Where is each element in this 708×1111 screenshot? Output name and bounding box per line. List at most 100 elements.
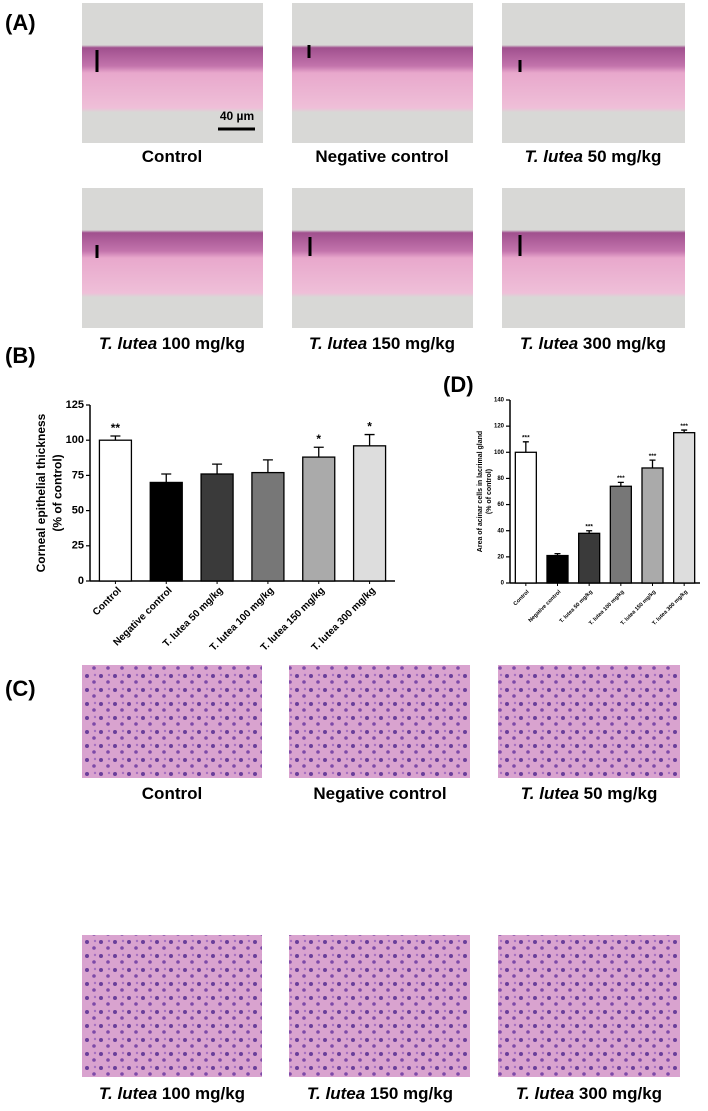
y-axis-title: (% of control) xyxy=(486,469,493,514)
image-caption: T. lutea 150 mg/kg xyxy=(309,334,455,353)
y-tick-label: 50 xyxy=(72,505,84,517)
error-bar xyxy=(364,433,375,446)
cornea-images: 40 µm xyxy=(82,3,685,328)
error-bar xyxy=(681,429,688,433)
y-tick-label: 120 xyxy=(494,424,505,430)
x-tick-label: Negative control xyxy=(528,589,563,624)
image-caption: T. lutea 100 mg/kg xyxy=(99,1084,245,1103)
error-bar xyxy=(586,530,593,534)
image-caption: T. lutea 150 mg/kg xyxy=(307,1084,453,1103)
histology-image xyxy=(498,935,680,1077)
image-caption: Negative control xyxy=(315,147,448,166)
caption-text: Control xyxy=(142,147,202,166)
bar xyxy=(578,532,601,584)
x-tick-label: Control xyxy=(513,589,531,607)
bar xyxy=(200,473,234,582)
bar xyxy=(641,467,664,584)
caption-italic: T. lutea xyxy=(525,147,583,166)
error-bar xyxy=(649,459,656,468)
image-caption: T. lutea 300 mg/kg xyxy=(520,334,666,353)
histology-image xyxy=(498,665,680,778)
histology-image xyxy=(502,188,685,328)
histology-image xyxy=(289,935,470,1077)
image-caption: Negative control xyxy=(313,784,446,803)
caption-text: 300 mg/kg xyxy=(579,1084,662,1103)
panel-label: (B) xyxy=(5,343,36,368)
caption-italic: T. lutea xyxy=(307,1084,365,1103)
x-tick-label: T. lutea 50 mg/kg xyxy=(559,589,594,624)
error-bar xyxy=(617,481,624,487)
bar xyxy=(149,481,183,582)
caption-text: Negative control xyxy=(315,147,448,166)
caption-italic: T. lutea xyxy=(520,334,578,353)
histology-image xyxy=(82,3,263,143)
error-bar xyxy=(161,473,172,483)
histology-image xyxy=(82,188,263,328)
error-bar xyxy=(110,435,121,441)
image-caption: T. lutea 100 mg/kg xyxy=(99,334,245,353)
thickness-markers xyxy=(95,45,522,258)
y-tick-label: 125 xyxy=(66,399,84,411)
error-bar xyxy=(262,459,273,473)
y-tick-label: 0 xyxy=(501,581,505,587)
significance-label: * xyxy=(367,420,372,434)
error-bar xyxy=(212,463,223,474)
caption-text: 300 mg/kg xyxy=(583,334,666,353)
image-caption: T. lutea 300 mg/kg xyxy=(516,1084,662,1103)
significance-label: *** xyxy=(649,453,657,460)
bar xyxy=(673,432,696,584)
significance-label: * xyxy=(316,432,321,446)
y-tick-label: 0 xyxy=(78,575,84,587)
error-bar xyxy=(522,441,529,453)
x-tick-label: T. lutea 300 mg/kg xyxy=(651,589,689,627)
image-caption: Control xyxy=(142,147,202,166)
gland-images xyxy=(82,665,680,1077)
y-tick-label: 100 xyxy=(66,434,84,446)
image-caption: Control xyxy=(142,784,202,803)
error-bar xyxy=(313,446,324,458)
scale-bar-label: 40 µm xyxy=(220,109,254,123)
significance-label: *** xyxy=(680,423,688,430)
significance-label: *** xyxy=(522,435,530,442)
histology-image xyxy=(292,188,473,328)
bar xyxy=(352,445,387,582)
caption-text: 50 mg/kg xyxy=(584,784,658,803)
y-axis-title: (% of control) xyxy=(51,454,65,531)
y-tick-label: 20 xyxy=(497,554,504,560)
x-tick-label: Control xyxy=(91,585,124,618)
y-axis-title: Corneal epithelial thickness xyxy=(34,413,48,572)
bar xyxy=(514,451,537,584)
panel-label: (A) xyxy=(5,10,36,35)
caption-italic: T. lutea xyxy=(99,1084,157,1103)
y-tick-label: 60 xyxy=(497,502,504,508)
image-caption: T. lutea 50 mg/kg xyxy=(521,784,658,803)
panel-label: (C) xyxy=(5,676,36,701)
y-tick-label: 80 xyxy=(497,476,504,482)
caption-text: 150 mg/kg xyxy=(372,334,455,353)
caption-italic: T. lutea xyxy=(516,1084,574,1103)
caption-italic: T. lutea xyxy=(99,334,157,353)
significance-label: ** xyxy=(111,421,121,435)
caption-italic: T. lutea xyxy=(309,334,367,353)
significance-label: *** xyxy=(617,475,625,482)
significance-label: *** xyxy=(585,524,593,531)
panel-label: (D) xyxy=(443,372,474,397)
y-axis-title: Area of acinar cells in lacrimal gland xyxy=(477,431,484,552)
y-tick-label: 25 xyxy=(72,540,84,552)
caption-text: 100 mg/kg xyxy=(162,334,245,353)
bar xyxy=(546,554,569,584)
histology-image xyxy=(82,935,262,1077)
y-tick-label: 40 xyxy=(497,528,504,534)
histology-image xyxy=(502,3,685,143)
bar xyxy=(251,471,285,582)
caption-text: 150 mg/kg xyxy=(370,1084,453,1103)
caption-text: Control xyxy=(142,784,202,803)
caption-italic: T. lutea xyxy=(521,784,579,803)
bar xyxy=(98,439,133,582)
bar xyxy=(302,456,336,582)
caption-text: 50 mg/kg xyxy=(588,147,662,166)
histology-image xyxy=(292,3,473,143)
histology-image xyxy=(289,665,470,778)
